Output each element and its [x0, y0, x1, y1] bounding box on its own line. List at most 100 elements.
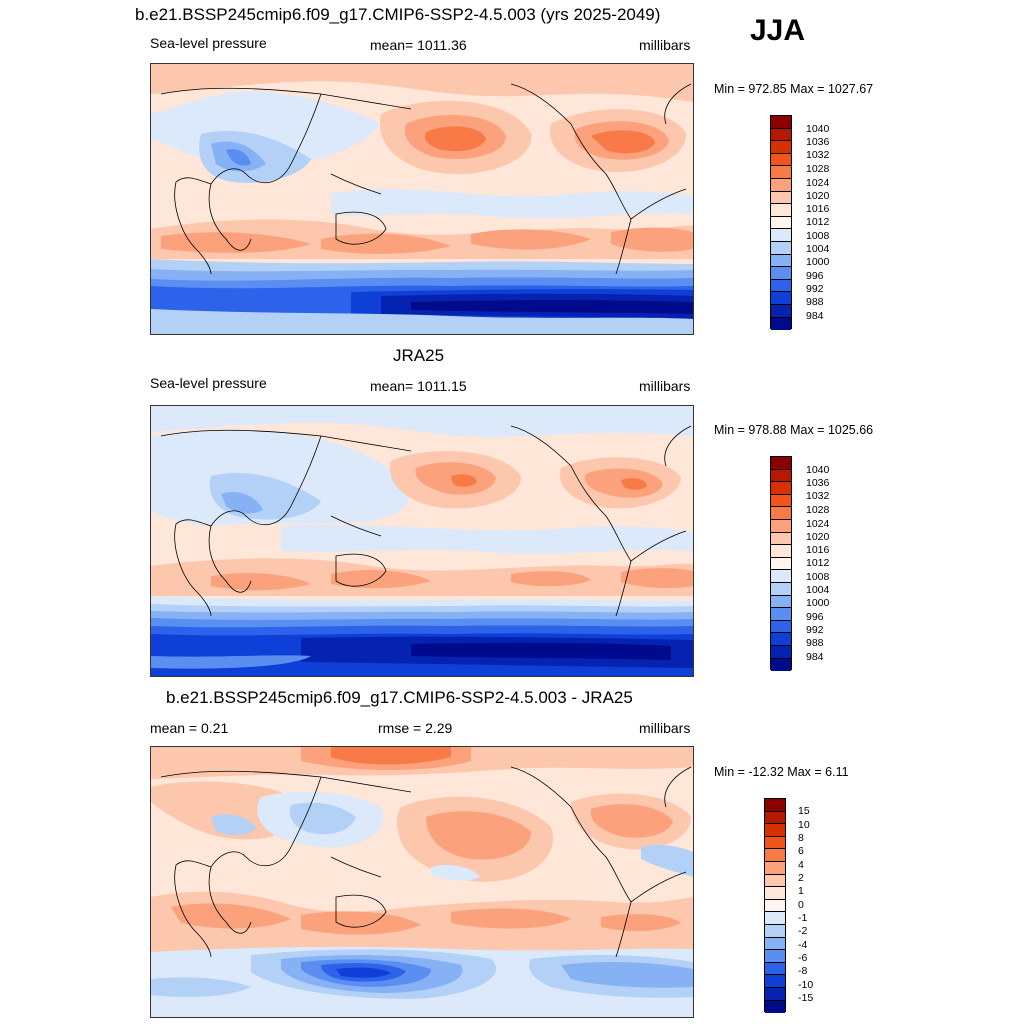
- colorbar-tick-label: 1016: [806, 203, 830, 215]
- colorbar-tick-label: -10: [798, 979, 814, 991]
- colorbar-tick-label: 1032: [806, 490, 830, 502]
- colorbar-tick-label: 1000: [806, 597, 830, 609]
- colorbar-tick-label: -2: [798, 925, 808, 937]
- colorbar-tick-label: 1032: [806, 149, 830, 161]
- colorbar-tick-label: 988: [806, 296, 824, 308]
- colorbar-tick-label: 1004: [806, 584, 830, 596]
- colorbar-swatch: [765, 887, 785, 900]
- colorbar-tick-label: 1040: [806, 464, 830, 476]
- colorbar-swatch: [771, 254, 791, 268]
- colorbar-swatch: [771, 557, 791, 571]
- colorbar-tick-label: -15: [798, 992, 814, 1004]
- colorbar-swatch: [771, 304, 791, 318]
- colorbar-swatch: [771, 658, 791, 672]
- colorbar-tick-label: 1024: [806, 177, 830, 189]
- panel3-map: [150, 746, 694, 1018]
- panel2-colorbar: [770, 456, 792, 672]
- colorbar-tick-label: 1028: [806, 504, 830, 516]
- colorbar-swatch: [771, 191, 791, 205]
- colorbar-swatch: [765, 924, 785, 938]
- colorbar-swatch: [771, 469, 791, 483]
- colorbar-swatch: [765, 799, 785, 812]
- colorbar-tick-label: -6: [798, 952, 808, 964]
- colorbar-tick-label: 1: [798, 885, 804, 897]
- panel2-variable-label: Sea-level pressure: [150, 375, 267, 391]
- colorbar-swatch: [771, 457, 791, 470]
- colorbar-swatch: [771, 507, 791, 520]
- colorbar-swatch: [765, 962, 785, 976]
- panel1-title: b.e21.BSSP245cmip6.f09_g17.CMIP6-SSP2-4.…: [135, 5, 661, 24]
- colorbar-swatch: [765, 849, 785, 862]
- colorbar-swatch: [771, 645, 791, 659]
- colorbar-swatch: [765, 836, 785, 850]
- colorbar-tick-label: 1028: [806, 163, 830, 175]
- colorbar-swatch: [771, 166, 791, 179]
- colorbar-swatch: [765, 912, 785, 925]
- colorbar-tick-label: 996: [806, 270, 824, 282]
- colorbar-swatch: [771, 241, 791, 255]
- panel3-mean-label: mean = 0.21: [150, 720, 229, 736]
- colorbar-tick-label: 6: [798, 845, 804, 857]
- colorbar-swatch: [771, 570, 791, 583]
- colorbar-swatch: [771, 620, 791, 634]
- colorbar-tick-label: 1036: [806, 477, 830, 489]
- colorbar-tick-label: -4: [798, 939, 808, 951]
- colorbar-swatch: [771, 633, 791, 646]
- colorbar-swatch: [771, 178, 791, 192]
- colorbar-swatch: [771, 545, 791, 558]
- colorbar-swatch: [771, 279, 791, 293]
- season-label: JJA: [750, 14, 806, 47]
- colorbar-swatch: [765, 899, 785, 913]
- colorbar-swatch: [771, 116, 791, 129]
- panel2-mean-label: mean= 1011.15: [370, 378, 467, 394]
- panel1-mean-label: mean= 1011.36: [370, 37, 467, 53]
- panel1-units-label: millibars: [639, 37, 691, 53]
- colorbar-tick-label: 1008: [806, 571, 830, 583]
- colorbar-tick-label: 1020: [806, 190, 830, 202]
- colorbar-tick-label: 984: [806, 310, 824, 322]
- panel3-title: b.e21.BSSP245cmip6.f09_g17.CMIP6-SSP2-4.…: [166, 688, 633, 707]
- colorbar-swatch: [765, 1000, 785, 1014]
- panel1-colorbar: [770, 115, 792, 331]
- colorbar-swatch: [765, 987, 785, 1001]
- colorbar-swatch: [771, 153, 791, 167]
- colorbar-swatch: [765, 975, 785, 988]
- panel1-map: [150, 63, 694, 335]
- colorbar-swatch: [771, 582, 791, 596]
- colorbar-tick-label: 1000: [806, 256, 830, 268]
- colorbar-swatch: [771, 494, 791, 508]
- colorbar-tick-label: 2: [798, 872, 804, 884]
- colorbar-tick-label: -1: [798, 912, 808, 924]
- colorbar-tick-label: 1012: [806, 216, 830, 228]
- colorbar-swatch: [765, 950, 785, 963]
- colorbar-swatch: [771, 595, 791, 609]
- colorbar-swatch: [771, 141, 791, 154]
- colorbar-tick-label: 4: [798, 859, 804, 871]
- panel2-map: [150, 405, 694, 677]
- colorbar-tick-label: 1008: [806, 230, 830, 242]
- colorbar-swatch: [765, 811, 785, 825]
- panel3-rmse-label: rmse = 2.29: [378, 720, 453, 736]
- colorbar-swatch: [765, 861, 785, 875]
- panel3-colorbar: [764, 798, 786, 1014]
- colorbar-tick-label: 15: [798, 805, 810, 817]
- colorbar-swatch: [765, 937, 785, 951]
- colorbar-swatch: [771, 519, 791, 533]
- colorbar-swatch: [771, 128, 791, 142]
- colorbar-tick-label: 8: [798, 832, 804, 844]
- colorbar-tick-label: -8: [798, 965, 808, 977]
- colorbar-tick-label: 10: [798, 819, 810, 831]
- colorbar-tick-label: 1040: [806, 123, 830, 135]
- colorbar-tick-label: 1036: [806, 136, 830, 148]
- panel2-title: JRA25: [393, 346, 445, 365]
- panel3-minmax: Min = -12.32 Max = 6.11: [714, 765, 849, 779]
- colorbar-tick-label: 988: [806, 637, 824, 649]
- colorbar-tick-label: 992: [806, 624, 824, 636]
- colorbar-tick-label: 1024: [806, 518, 830, 530]
- colorbar-swatch: [771, 204, 791, 217]
- colorbar-tick-label: 992: [806, 283, 824, 295]
- colorbar-swatch: [771, 292, 791, 305]
- colorbar-tick-label: 996: [806, 611, 824, 623]
- panel2-minmax: Min = 978.88 Max = 1025.66: [714, 423, 874, 437]
- colorbar-tick-label: 1012: [806, 557, 830, 569]
